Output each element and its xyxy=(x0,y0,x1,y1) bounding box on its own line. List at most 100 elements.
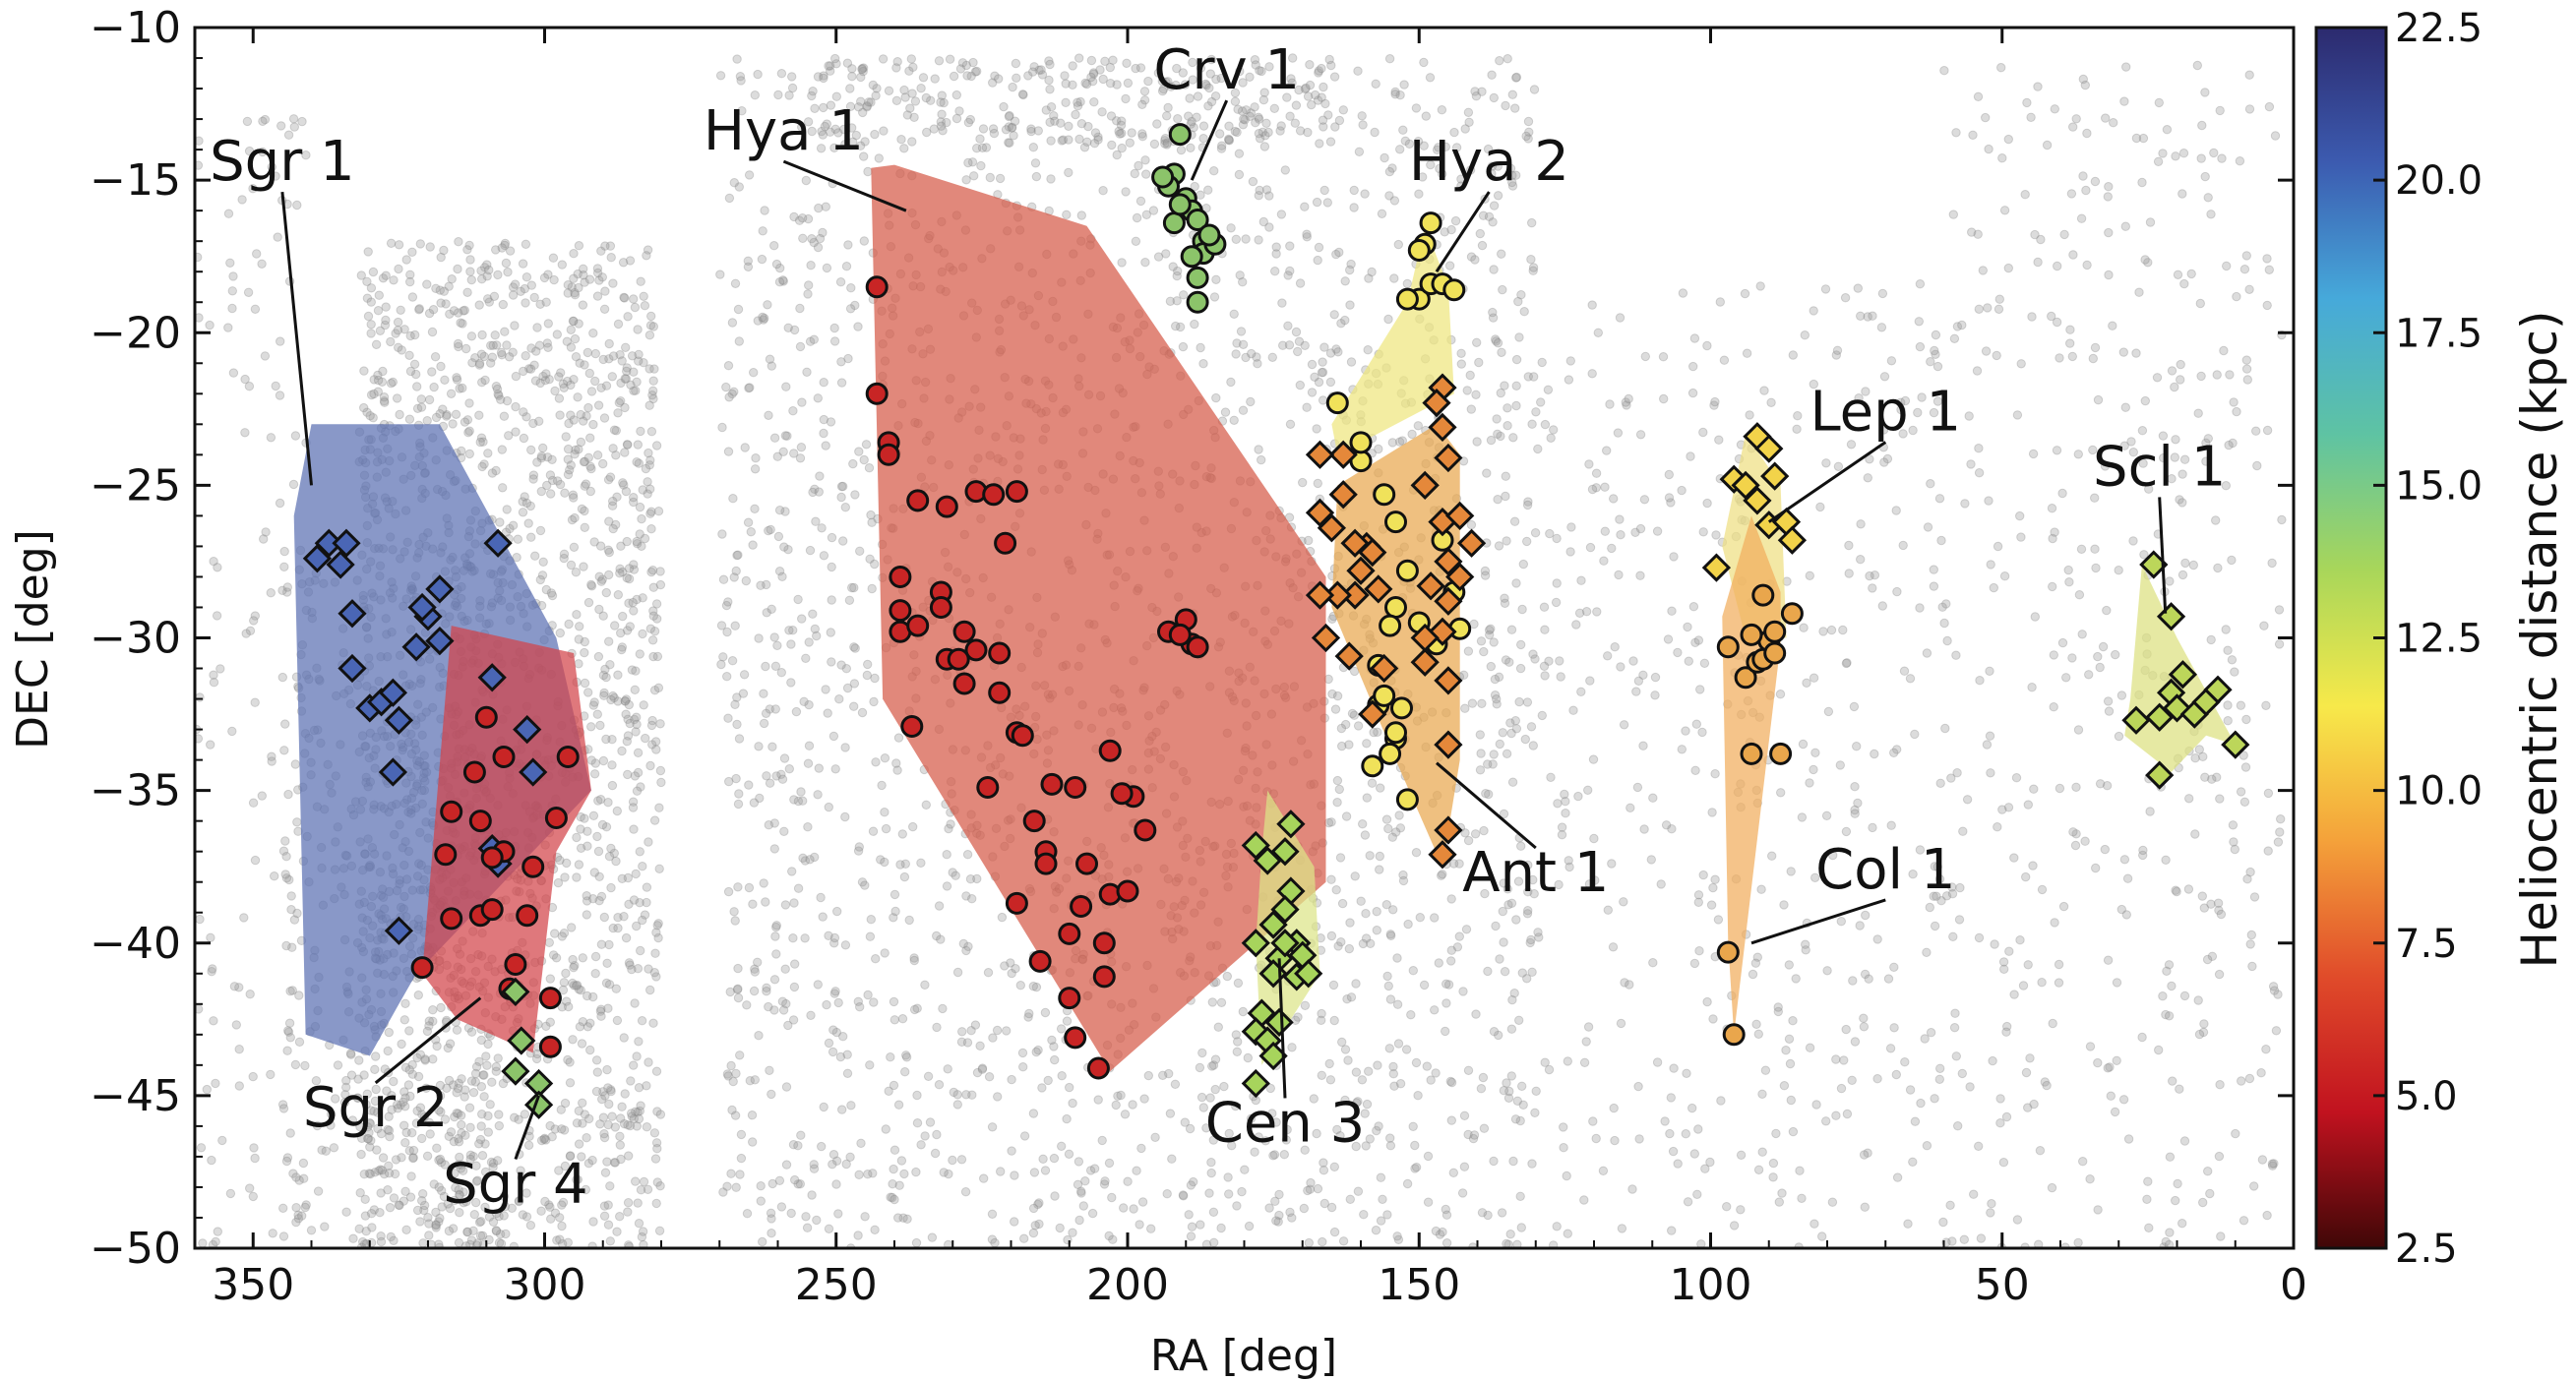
field-star-point xyxy=(412,403,423,413)
field-star-point xyxy=(611,984,621,993)
field-star-point xyxy=(1934,494,1945,504)
field-star-point xyxy=(2114,731,2124,742)
field-star-point xyxy=(856,1138,866,1149)
field-star-point xyxy=(1600,482,1610,492)
field-star-point xyxy=(1238,78,1248,88)
field-star-point xyxy=(545,470,556,480)
field-star-point xyxy=(519,433,529,444)
field-star-point xyxy=(743,517,754,527)
field-star-point xyxy=(580,506,589,516)
field-star-point xyxy=(530,551,540,561)
field-star-point xyxy=(567,514,578,525)
field-star-point xyxy=(880,857,889,868)
field-star-point xyxy=(592,268,603,278)
field-star-point xyxy=(1446,894,1456,904)
field-star-point xyxy=(622,737,632,747)
field-star-point xyxy=(632,921,642,931)
field-star-point xyxy=(494,1110,504,1119)
field-star-point xyxy=(730,278,741,288)
field-star-point xyxy=(1753,1029,1764,1040)
field-star-point xyxy=(646,524,656,534)
field-star-point xyxy=(1046,102,1057,112)
field-star-point xyxy=(1523,860,1533,871)
field-star-point xyxy=(1065,1082,1074,1093)
field-star-point xyxy=(555,479,566,490)
field-star-point xyxy=(1616,1018,1626,1029)
field-star-point xyxy=(1123,78,1134,89)
field-star-point xyxy=(454,341,463,352)
field-star-point xyxy=(1255,66,1264,76)
field-star-point xyxy=(857,877,868,887)
field-star-point xyxy=(646,311,656,322)
field-star-point xyxy=(1588,754,1599,764)
field-star-point xyxy=(1935,1063,1945,1074)
field-star-point xyxy=(762,608,771,618)
field-star-point xyxy=(1001,125,1012,135)
field-star-point xyxy=(483,1039,493,1050)
field-star-point xyxy=(544,375,554,385)
field-star-point xyxy=(838,1032,848,1042)
field-star-point xyxy=(934,1080,945,1090)
field-star-point xyxy=(486,340,496,350)
field-star-point xyxy=(616,1113,626,1123)
field-star-point xyxy=(733,882,743,892)
field-star-point xyxy=(725,987,735,997)
field-star-point xyxy=(638,1227,648,1236)
field-star-point xyxy=(524,364,534,374)
field-star-point xyxy=(569,375,579,385)
field-star-point xyxy=(722,627,732,637)
field-star-point xyxy=(1248,176,1258,187)
field-star-point xyxy=(1993,822,2002,832)
field-star-point xyxy=(1423,1197,1434,1207)
field-star-point xyxy=(566,460,576,470)
field-star-point xyxy=(1232,1201,1242,1211)
field-star-point xyxy=(1372,926,1382,935)
field-star-point xyxy=(622,366,632,377)
field-star-point xyxy=(574,241,584,251)
field-star-point xyxy=(365,411,375,421)
field-star-point xyxy=(1702,340,1712,351)
field-star-point xyxy=(578,1017,588,1027)
field-star-point xyxy=(936,117,946,127)
field-star-point xyxy=(1280,165,1291,175)
field-star-point xyxy=(749,798,760,808)
field-star-point xyxy=(793,883,804,893)
field-star-point xyxy=(1224,1189,1234,1199)
field-star-point xyxy=(902,1214,912,1225)
field-star-point xyxy=(408,1153,418,1163)
field-star-point xyxy=(521,1188,531,1198)
field-star-point xyxy=(948,1155,957,1166)
field-star-point xyxy=(585,1045,595,1055)
field-star-point xyxy=(1515,1115,1525,1126)
field-star-point xyxy=(655,719,665,729)
field-star-point xyxy=(451,409,461,419)
field-star-point xyxy=(767,1229,776,1238)
field-star-point xyxy=(1689,958,1700,969)
field-star-point xyxy=(395,1200,404,1211)
field-star-point xyxy=(604,354,614,364)
field-star-point xyxy=(787,72,797,82)
field-star-point xyxy=(559,553,569,564)
field-star-point xyxy=(1475,765,1486,775)
field-star-point xyxy=(1474,357,1484,368)
field-star-point xyxy=(438,404,448,414)
field-star-point xyxy=(779,753,790,763)
field-star-point xyxy=(952,1100,962,1110)
field-star-point xyxy=(579,416,588,426)
field-star-point xyxy=(804,280,814,290)
field-star-point xyxy=(576,843,586,853)
field-star-point xyxy=(448,1224,459,1233)
field-star-point xyxy=(616,378,626,389)
field-star-point xyxy=(1343,1055,1353,1065)
field-star-point xyxy=(976,160,986,171)
field-star-point xyxy=(618,478,628,488)
field-star-point xyxy=(1665,1128,1675,1139)
field-star-point xyxy=(369,1205,379,1215)
field-star-point xyxy=(519,366,528,377)
field-star-point xyxy=(2121,62,2131,72)
field-star-point xyxy=(477,1151,488,1161)
field-star-point xyxy=(378,1153,389,1163)
field-star-point xyxy=(607,760,617,770)
field-star-point xyxy=(589,769,600,779)
field-star-point xyxy=(753,957,763,967)
